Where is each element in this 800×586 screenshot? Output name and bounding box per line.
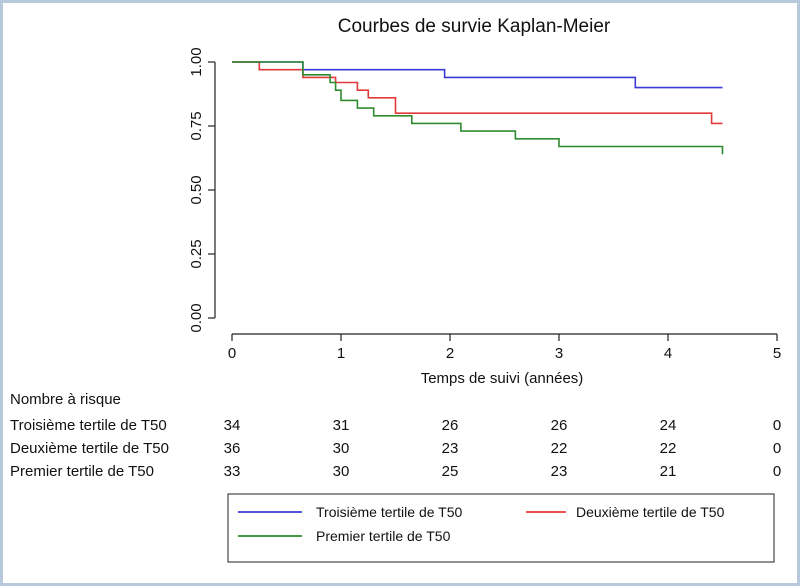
x-tick-label: 5 (773, 345, 781, 362)
risk-cell: 31 (333, 417, 350, 434)
legend-label: Deuxième tertile de T50 (576, 504, 725, 520)
x-tick-label: 1 (337, 345, 345, 362)
risk-cell: 26 (442, 417, 459, 434)
x-tick-label: 4 (664, 345, 672, 362)
x-tick-label: 3 (555, 345, 563, 362)
risk-row-label: Deuxième tertile de T50 (10, 440, 169, 457)
risk-table: Nombre à risque Troisième tertile de T50 3… (10, 391, 781, 480)
risk-cell: 33 (224, 463, 241, 480)
legend-label: Premier tertile de T50 (316, 528, 451, 544)
risk-cell: 36 (224, 440, 241, 457)
risk-cell: 34 (224, 417, 241, 434)
x-axis-label: Temps de suivi (années) (421, 370, 584, 387)
risk-cell: 23 (442, 440, 459, 457)
x-tick-label: 2 (446, 345, 454, 362)
risk-cell: 0 (773, 440, 781, 457)
risk-row-label: Troisième tertile de T50 (10, 417, 167, 434)
risk-cell: 21 (660, 463, 677, 480)
legend-label: Troisième tertile de T50 (316, 504, 462, 520)
y-tick-label: 0.75 (188, 111, 205, 140)
legend-box (227, 493, 775, 563)
risk-cell: 25 (442, 463, 459, 480)
risk-row-label: Premier tertile de T50 (10, 463, 154, 480)
survival-curve-2 (232, 61, 723, 125)
risk-cell: 26 (551, 417, 568, 434)
y-tick-label: 0.50 (188, 175, 205, 204)
risk-cell: 0 (773, 463, 781, 480)
legend: Troisième tertile de T50 Deuxième tertile… (227, 493, 775, 563)
y-tick-label: 0.00 (188, 303, 205, 332)
risk-table-title: Nombre à risque (10, 391, 121, 408)
risk-cell: 24 (660, 417, 677, 434)
risk-cell: 22 (551, 440, 568, 457)
y-tick-label: 0.25 (188, 239, 205, 268)
risk-cell: 30 (333, 440, 350, 457)
survival-curves (232, 61, 724, 155)
chart-title: Courbes de survie Kaplan-Meier (338, 16, 611, 37)
survival-curve-3 (232, 61, 724, 155)
axes: 0.00 0.25 0.50 0.75 1.00 0 1 2 3 4 5 (188, 47, 781, 362)
risk-cell: 22 (660, 440, 677, 457)
x-tick-label: 0 (228, 345, 236, 362)
risk-cell: 23 (551, 463, 568, 480)
risk-cell: 30 (333, 463, 350, 480)
risk-cell: 0 (773, 417, 781, 434)
y-tick-label: 1.00 (188, 47, 205, 76)
